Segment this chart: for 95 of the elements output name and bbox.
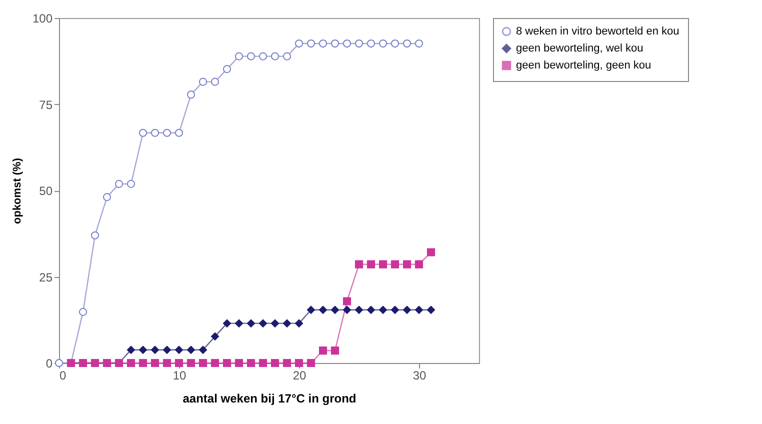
legend-label: 8 weken in vitro beworteld en kou <box>516 26 680 38</box>
point <box>186 358 196 368</box>
y-tick-label: 75 <box>39 98 53 112</box>
point <box>222 358 232 368</box>
point <box>246 52 256 60</box>
point <box>174 346 184 354</box>
point <box>186 90 196 99</box>
point <box>78 308 88 316</box>
legend-label: geen beworteling, wel kou <box>516 42 644 54</box>
point <box>222 319 232 328</box>
point <box>210 332 220 340</box>
point <box>282 52 292 60</box>
point <box>162 358 172 368</box>
point <box>306 40 316 48</box>
point <box>270 52 280 60</box>
point <box>138 346 148 354</box>
y-tick-label: 25 <box>39 270 53 284</box>
point <box>378 260 388 268</box>
point <box>330 40 340 48</box>
point <box>186 346 196 354</box>
point <box>390 306 400 314</box>
y-tick-label: 50 <box>39 184 53 198</box>
point <box>366 40 376 48</box>
point <box>330 346 340 355</box>
y-axis-title: opkomst (%) <box>11 158 24 224</box>
point <box>210 78 220 86</box>
point <box>198 346 208 354</box>
point <box>270 358 280 368</box>
point <box>414 40 424 48</box>
point <box>366 260 376 268</box>
point <box>342 297 352 306</box>
point <box>162 128 172 137</box>
point <box>222 65 232 74</box>
point <box>138 358 148 368</box>
point <box>354 260 364 268</box>
x-axis-title: aantal weken bij 17°C in grond <box>182 392 356 406</box>
point <box>150 346 160 354</box>
x-tick-label: 20 <box>292 368 306 382</box>
point <box>258 358 268 368</box>
point <box>174 128 184 137</box>
point <box>282 358 292 368</box>
point <box>282 319 292 328</box>
y-tick-label: 0 <box>46 356 53 370</box>
point <box>234 319 244 328</box>
point <box>138 128 148 137</box>
point <box>258 52 268 60</box>
point <box>306 306 316 314</box>
point <box>114 180 124 188</box>
point <box>318 306 328 314</box>
point <box>366 306 376 314</box>
point <box>198 358 208 368</box>
legend-label: geen beworteling, geen kou <box>516 60 652 72</box>
point <box>246 358 256 368</box>
point <box>342 40 352 48</box>
point <box>390 260 400 268</box>
point <box>378 40 388 48</box>
point <box>318 346 328 355</box>
point <box>294 358 304 368</box>
point <box>414 260 424 268</box>
point <box>126 346 136 354</box>
point <box>258 319 268 328</box>
x-tick-label: 30 <box>412 368 426 382</box>
x-tick-label: 0 <box>60 368 66 382</box>
point <box>198 78 208 86</box>
point <box>270 319 280 328</box>
point <box>378 306 388 314</box>
point <box>234 358 244 368</box>
point <box>426 306 436 314</box>
point <box>294 319 304 328</box>
point <box>318 40 328 48</box>
x-tick-label: 10 <box>172 368 186 382</box>
point <box>126 358 136 368</box>
point <box>174 358 184 368</box>
y-tick-label: 100 <box>32 12 53 26</box>
point <box>402 260 412 268</box>
point <box>150 358 160 368</box>
point <box>102 193 112 202</box>
point <box>426 248 436 256</box>
point <box>126 180 136 188</box>
point <box>354 40 364 48</box>
point <box>294 40 304 48</box>
point <box>330 306 340 314</box>
point <box>402 40 412 48</box>
point <box>306 358 316 368</box>
point <box>390 40 400 48</box>
point <box>402 306 412 314</box>
point <box>354 306 364 314</box>
point <box>210 358 220 368</box>
point <box>234 52 244 60</box>
point <box>150 128 160 137</box>
point <box>414 306 424 314</box>
point <box>90 231 100 240</box>
point <box>162 346 172 354</box>
point <box>246 319 256 328</box>
point <box>342 306 352 314</box>
